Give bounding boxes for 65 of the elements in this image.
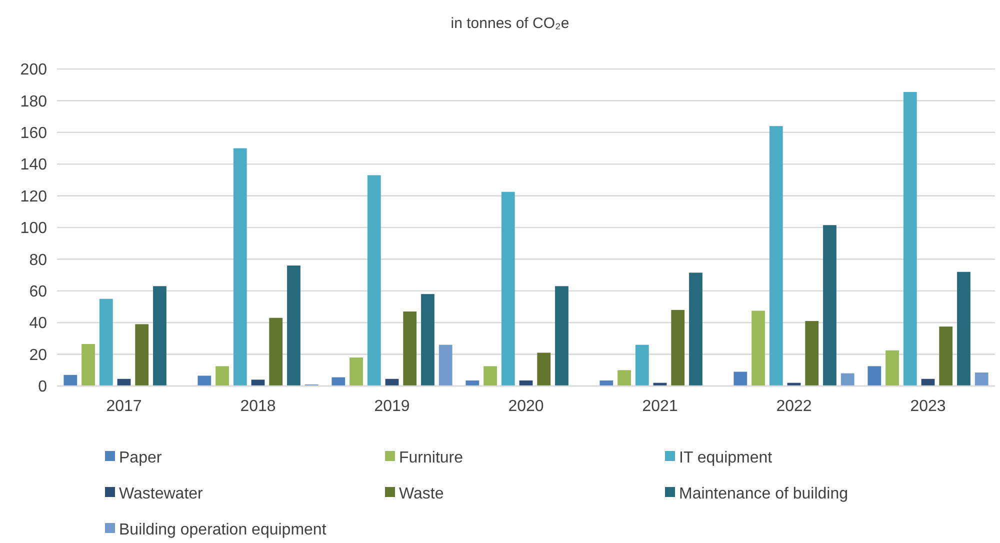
bar [350,357,363,386]
bar [635,344,649,386]
x-tick-label: 2019 [374,398,410,415]
bar [600,380,614,386]
bar [501,192,515,386]
bar [403,312,417,386]
bar [99,298,113,386]
bar [840,373,854,386]
bar [903,92,917,386]
legend-label: Building operation equipment [119,522,327,539]
bar [153,286,166,386]
y-tick-label: 140 [20,156,48,174]
bar [555,286,568,386]
bar [82,344,95,386]
y-tick-label: 160 [20,125,48,142]
legend-label: Paper [119,450,162,467]
chart-title: in tonnes of CO₂e [450,15,570,32]
legend-label: Wastewater [119,486,204,503]
x-tick-label: 2017 [106,398,142,415]
bar [689,272,702,386]
legend-label: IT equipment [679,450,773,467]
x-tick-label: 2023 [910,398,946,415]
bar [823,225,836,386]
bar [939,326,953,386]
y-tick-label: 40 [29,315,48,332]
bar [269,318,283,386]
x-tick-label: 2020 [508,398,544,415]
y-tick-label: 100 [20,220,48,238]
bar [868,366,882,386]
bar [886,350,899,386]
legend-label: Maintenance of building [679,486,848,503]
bar [537,352,551,386]
y-tick-label: 0 [38,378,48,396]
bar [484,366,497,386]
legend-label: Waste [399,486,444,503]
bar [251,380,265,386]
bar [367,175,381,386]
y-tick-label: 80 [29,252,48,269]
bar [332,377,346,386]
bar [233,148,247,386]
bar [957,272,970,386]
legend-label: Furniture [399,450,464,467]
x-tick-label: 2021 [642,398,678,415]
x-tick-label: 2022 [776,398,812,415]
bar [216,366,229,386]
y-tick-label: 180 [20,93,48,110]
bar [974,372,988,386]
bar [769,126,783,386]
y-tick-label: 200 [20,62,48,79]
y-tick-label: 20 [29,346,48,364]
y-tick-label: 60 [29,284,48,300]
bar [752,310,765,386]
bar [671,310,685,386]
bar [805,321,819,386]
bar [438,344,452,386]
bar [64,374,78,386]
bar [421,294,434,386]
bar [466,380,480,386]
bar [618,370,631,386]
bar [198,376,212,386]
bar [287,266,300,386]
x-tick-label: 2018 [240,398,276,415]
bar [734,372,748,386]
y-tick-label: 120 [20,188,48,206]
bar [135,324,149,386]
